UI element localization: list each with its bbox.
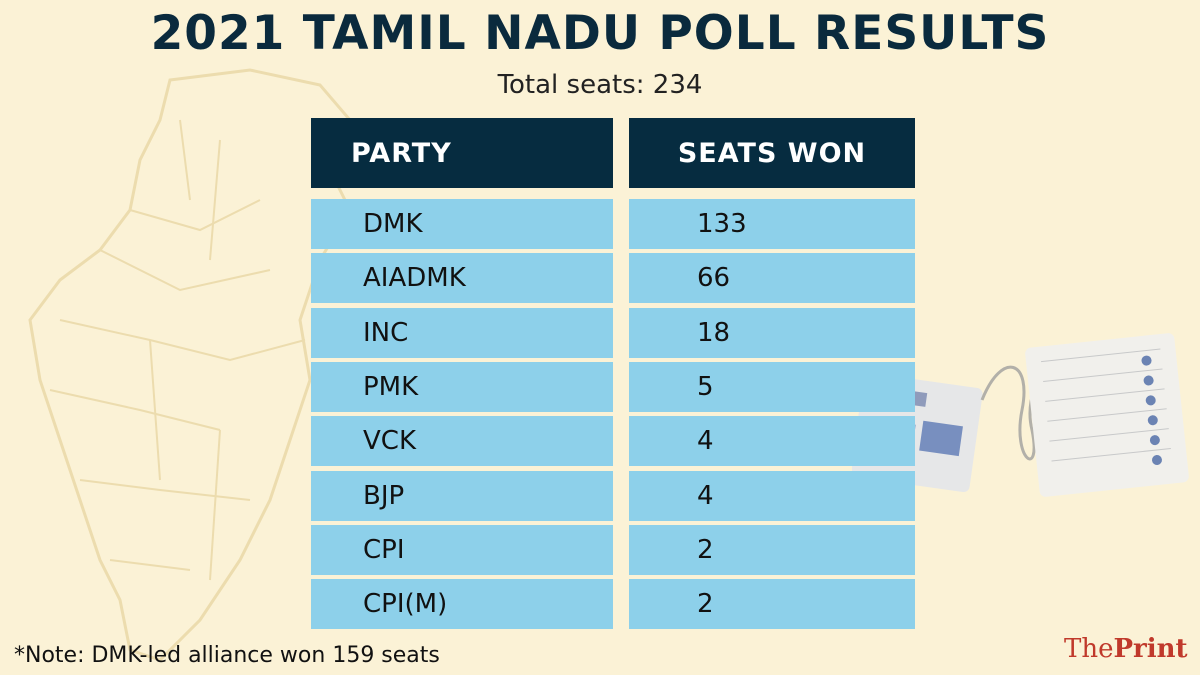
footnote: *Note: DMK-led alliance won 159 seats [14,643,440,668]
party-cell: VCK [311,416,613,466]
theprint-logo: ThePrint [1064,634,1188,664]
table-row: BJP 4 [0,471,1200,521]
table-row: CPI(M) 2 [0,579,1200,629]
column-header-party: PARTY [311,118,613,188]
chart-title: 2021 TAMIL NADU POLL RESULTS [150,6,1050,61]
column-header-seats-won: SEATS WON [629,118,915,188]
seats-cell: 18 [629,308,915,358]
seats-cell: 66 [629,253,915,303]
table-row: INC 18 [0,308,1200,358]
table-row: AIADMK 66 [0,253,1200,303]
party-cell: AIADMK [311,253,613,303]
party-cell: DMK [311,199,613,249]
seats-cell: 5 [629,362,915,412]
seats-cell: 2 [629,525,915,575]
seats-cell: 4 [629,471,915,521]
table-row: CPI 2 [0,525,1200,575]
table-row: DMK 133 [0,199,1200,249]
logo-print: Print [1113,634,1188,664]
table-row: PMK 5 [0,362,1200,412]
table-row: VCK 4 [0,416,1200,466]
party-cell: INC [311,308,613,358]
chart-subtitle: Total seats: 234 [497,70,703,100]
seats-cell: 133 [629,199,915,249]
seats-cell: 4 [629,416,915,466]
party-cell: CPI [311,525,613,575]
party-cell: PMK [311,362,613,412]
party-cell: CPI(M) [311,579,613,629]
logo-the: The [1064,634,1114,664]
seats-cell: 2 [629,579,915,629]
party-cell: BJP [311,471,613,521]
